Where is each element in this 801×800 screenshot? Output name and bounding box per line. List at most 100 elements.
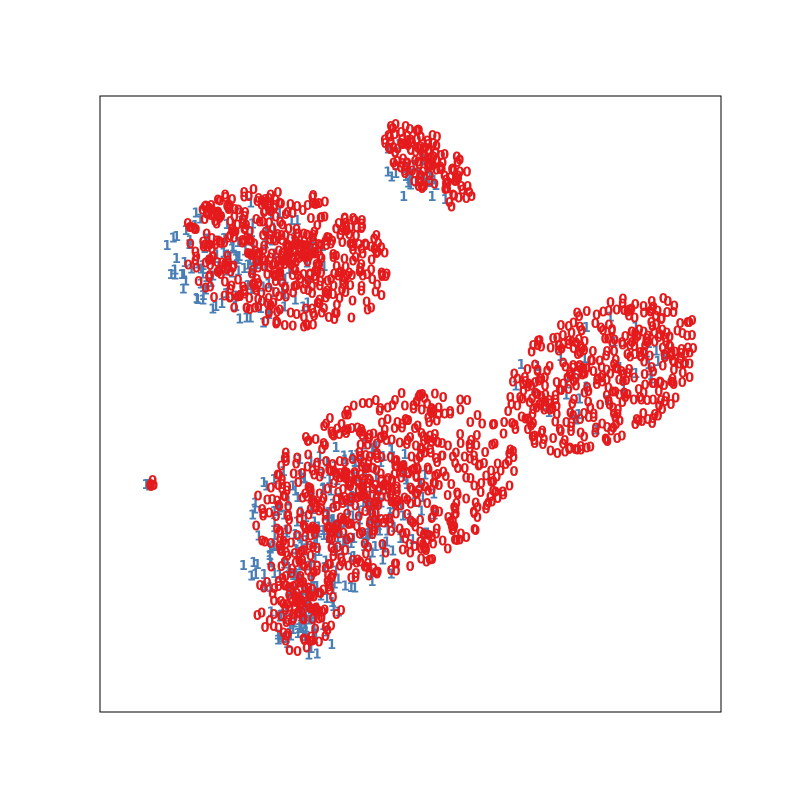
scatter-point-label-0: 0: [592, 309, 601, 324]
scatter-point-label-1: 1: [359, 487, 368, 502]
scatter-point-label-0: 0: [498, 485, 507, 500]
scatter-point-label-0: 0: [367, 264, 376, 279]
scatter-point-label-0: 0: [299, 311, 308, 326]
scatter-point-label-0: 0: [295, 239, 304, 254]
scatter-point-label-1: 1: [319, 619, 328, 634]
scatter-point-label-0: 0: [303, 256, 312, 271]
scatter-point-label-0: 0: [675, 357, 684, 372]
scatter-point-label-0: 0: [399, 138, 408, 153]
scatter-point-label-0: 0: [332, 500, 341, 515]
scatter-point-label-0: 0: [478, 417, 487, 432]
scatter-point-label-0: 0: [321, 621, 330, 636]
scatter-point-label-0: 0: [414, 124, 423, 139]
scatter-point-label-0: 0: [258, 229, 267, 244]
scatter-point-label-0: 0: [428, 553, 437, 568]
scatter-point-label-0: 0: [591, 426, 600, 441]
scatter-point-label-1: 1: [191, 219, 200, 234]
scatter-point-label-0: 0: [571, 372, 580, 387]
scatter-point-label-0: 0: [636, 349, 645, 364]
scatter-point-label-1: 1: [187, 263, 196, 278]
scatter-point-label-0: 0: [280, 254, 289, 269]
scatter-point-label-0: 0: [387, 485, 396, 500]
scatter-point-label-0: 0: [291, 596, 300, 611]
scatter-point-label-1: 1: [256, 302, 265, 317]
scatter-point-label-0: 0: [358, 483, 367, 498]
scatter-point-label-0: 0: [341, 217, 350, 232]
scatter-point-label-0: 0: [333, 422, 342, 437]
scatter-point-label-0: 0: [608, 385, 617, 400]
scatter-point-label-0: 0: [351, 251, 360, 266]
scatter-point-label-0: 0: [329, 430, 338, 445]
scatter-point-label-1: 1: [259, 476, 268, 491]
scatter-point-label-1: 1: [290, 231, 299, 246]
scatter-point-label-1: 1: [295, 559, 304, 574]
scatter-point-label-0: 0: [230, 232, 239, 247]
scatter-point-label-0: 0: [417, 180, 426, 195]
scatter-point-label-0: 0: [603, 332, 612, 347]
scatter-point-label-0: 0: [249, 183, 258, 198]
scatter-point-label-0: 0: [447, 163, 456, 178]
scatter-point-label-0: 0: [191, 223, 200, 238]
scatter-point-label-0: 0: [279, 535, 288, 550]
scatter-point-label-0: 0: [325, 412, 334, 427]
scatter-point-label-0: 0: [392, 486, 401, 501]
scatter-point-label-1: 1: [387, 567, 396, 582]
scatter-point-label-0: 0: [230, 302, 239, 317]
scatter-point-label-0: 0: [303, 435, 312, 450]
scatter-point-label-0: 0: [299, 228, 308, 243]
scatter-point-label-0: 0: [334, 267, 343, 282]
scatter-point-label-0: 0: [537, 373, 546, 388]
scatter-point-label-0: 0: [252, 520, 261, 535]
scatter-point-label-1: 1: [241, 244, 250, 259]
scatter-point-label-1: 1: [239, 559, 248, 574]
scatter-point-label-0: 0: [432, 164, 441, 179]
scatter-point-label-0: 0: [336, 551, 345, 566]
scatter-point-label-1: 1: [326, 484, 335, 499]
scatter-point-label-0: 0: [283, 255, 292, 270]
scatter-point-label-1: 1: [181, 274, 190, 289]
scatter-point-label-0: 0: [580, 367, 589, 382]
scatter-point-label-0: 0: [308, 583, 317, 598]
scatter-point-label-0: 0: [239, 280, 248, 295]
scatter-point-label-0: 0: [276, 258, 285, 273]
scatter-point-label-1: 1: [300, 618, 309, 633]
scatter-point-label-0: 0: [452, 534, 461, 549]
scatter-point-label-0: 0: [289, 262, 298, 277]
scatter-point-label-0: 0: [669, 356, 678, 371]
scatter-point-label-0: 0: [486, 491, 495, 506]
scatter-point-label-0: 0: [322, 418, 331, 433]
scatter-point-label-1: 1: [349, 532, 358, 547]
scatter-point-label-1: 1: [376, 483, 385, 498]
scatter-point-label-1: 1: [221, 265, 230, 280]
scatter-point-label-0: 0: [299, 576, 308, 591]
scatter-point-label-0: 0: [309, 494, 318, 509]
scatter-point-label-1: 1: [297, 540, 306, 555]
scatter-point-label-0: 0: [685, 371, 694, 386]
scatter-point-label-1: 1: [346, 494, 355, 509]
scatter-point-label-1: 1: [262, 480, 271, 495]
scatter-point-label-0: 0: [270, 202, 279, 217]
scatter-point-label-0: 0: [313, 265, 322, 280]
scatter-point-label-0: 0: [225, 201, 234, 216]
scatter-point-label-1: 1: [302, 257, 311, 272]
scatter-point-label-0: 0: [540, 403, 549, 418]
scatter-point-label-0: 0: [643, 394, 652, 409]
scatter-point-label-0: 0: [345, 475, 354, 490]
scatter-point-label-0: 0: [317, 502, 326, 517]
scatter-point-label-0: 0: [549, 332, 558, 347]
scatter-point-label-0: 0: [342, 269, 351, 284]
scatter-point-label-0: 0: [319, 584, 328, 599]
scatter-point-label-1: 1: [402, 162, 411, 177]
scatter-point-label-0: 0: [414, 391, 423, 406]
scatter-point-label-0: 0: [576, 426, 585, 441]
scatter-point-label-0: 0: [577, 342, 586, 357]
scatter-point-label-0: 0: [451, 508, 460, 523]
scatter-point-label-0: 0: [294, 252, 303, 267]
scatter-point-label-0: 0: [579, 362, 588, 377]
scatter-point-label-1: 1: [330, 578, 339, 593]
scatter-point-label-0: 0: [540, 380, 549, 395]
scatter-point-label-1: 1: [398, 509, 407, 524]
scatter-point-label-0: 0: [663, 306, 672, 321]
scatter-point-label-0: 0: [285, 600, 294, 615]
